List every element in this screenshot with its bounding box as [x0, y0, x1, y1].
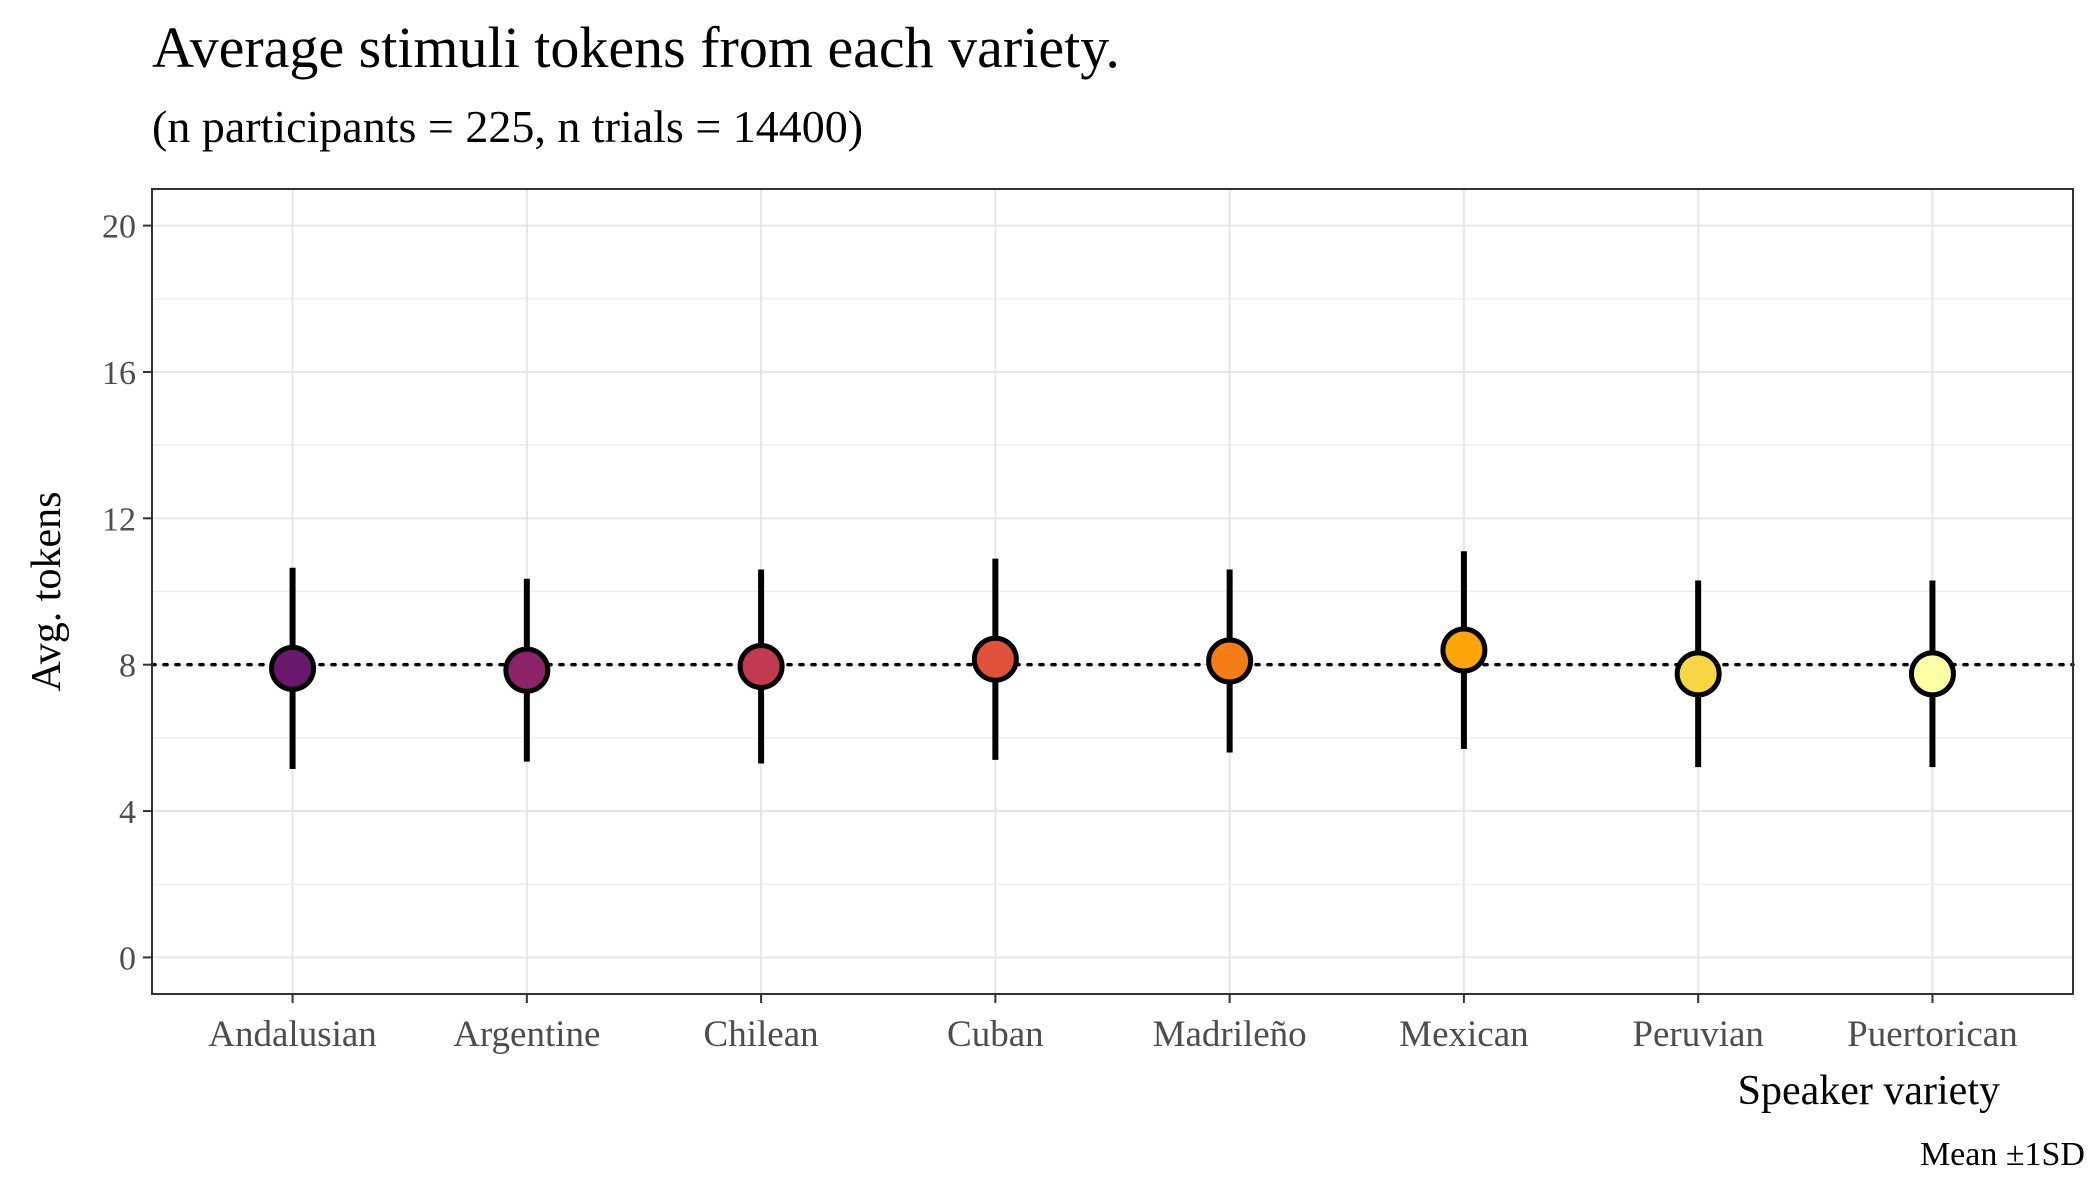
x-tick-label: Chilean	[704, 1014, 819, 1055]
x-tick-label: Argentine	[453, 1014, 600, 1055]
y-tick-label: 8	[119, 648, 136, 685]
x-tick-label: Mexican	[1399, 1014, 1528, 1055]
x-tick-label: Peruvian	[1632, 1014, 1764, 1055]
x-axis-title: Speaker variety	[1738, 1068, 2000, 1114]
x-tick-label: Puertorican	[1847, 1014, 2018, 1055]
y-tick-label: 20	[102, 209, 136, 246]
data-point	[1908, 650, 1956, 698]
y-tick-label: 16	[102, 355, 136, 392]
y-tick-label: 0	[119, 940, 136, 977]
y-axis-title: Avg. tokens	[24, 492, 70, 692]
minor-gridlines	[152, 298, 2073, 885]
x-tick-label: Andalusian	[208, 1014, 377, 1055]
chart-caption: Mean ±1SD	[1919, 1136, 2085, 1173]
panel-border	[151, 188, 2074, 995]
data-point	[269, 644, 317, 692]
data-point	[1674, 650, 1722, 698]
y-tick-label: 4	[119, 794, 136, 831]
chart-subtitle: (n participants = 225, n trials = 14400)	[152, 101, 864, 152]
y-tick-label: 12	[102, 501, 136, 538]
data-point	[1440, 626, 1488, 674]
data-point	[503, 646, 551, 694]
points	[269, 626, 1956, 698]
x-tick-label: Cuban	[947, 1014, 1044, 1055]
y-axis: 0 4 8 12 16 20	[102, 209, 152, 977]
data-point	[737, 643, 785, 691]
data-point	[1206, 637, 1254, 685]
chart-title: Average stimuli tokens from each variety…	[152, 15, 1120, 80]
x-axis: Andalusian Argentine Chilean Cuban Madrileño…	[208, 994, 2018, 1055]
x-tick-label: Madrileño	[1153, 1014, 1307, 1055]
data-point	[971, 635, 1019, 683]
